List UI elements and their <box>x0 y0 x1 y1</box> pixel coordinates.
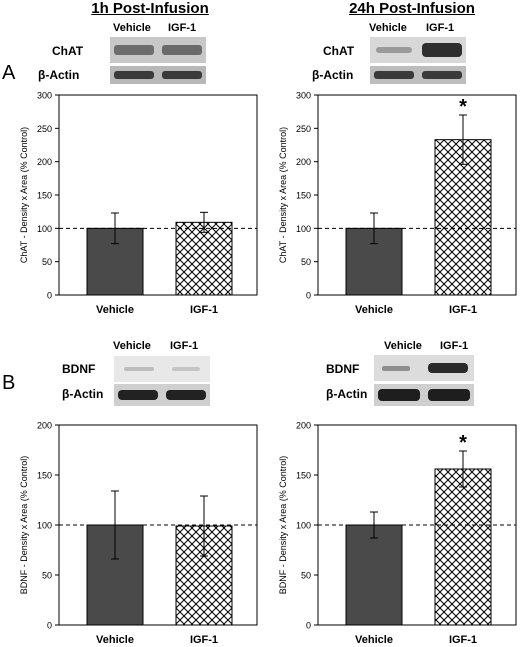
blot-b2-actin-image <box>374 384 474 406</box>
chart-b1-xlabel-vehicle: Vehicle <box>96 634 134 646</box>
chart-a1-ytick-label: 300 <box>37 91 52 101</box>
chart-b2-significance-marker: * <box>459 432 467 454</box>
panel-a-letter: A <box>2 62 16 84</box>
chart-a2-ytick-label: 100 <box>296 224 311 234</box>
chart-a2-ytick-label: 50 <box>301 257 311 267</box>
blot-b1-bdnf-label: BDNF <box>62 362 96 376</box>
blot-b2-igf1-label: IGF-1 <box>440 340 469 352</box>
right-column-title: 24h Post-Infusion <box>349 0 475 17</box>
chart-b1-ytick-label: 200 <box>37 421 52 431</box>
blot-a1-actin-label: β-Actin <box>38 68 80 82</box>
blot-a2-chat-label: ChAT <box>323 44 355 58</box>
chart-a1-bar-igf-1 <box>175 221 233 296</box>
blot-b2-actin-label: β-Actin <box>326 387 368 401</box>
blot-a1-chat-image <box>110 37 206 63</box>
panel-b-letter: B <box>2 372 16 394</box>
blot-b1-actin-image <box>114 384 210 406</box>
blot-a1-igf1-label: IGF-1 <box>168 22 197 34</box>
blot-b1-igf1-label: IGF-1 <box>170 340 199 352</box>
chart-a1-ylabel: ChAT - Density x Area (% Control) <box>19 127 29 263</box>
chart-b2-ytick-label: 0 <box>306 621 311 631</box>
chart-a2-significance-marker: * <box>459 96 467 118</box>
chart-b2-ylabel: BDNF - Density x Area (% Control) <box>278 456 288 595</box>
chart-a2-xlabel-igf-1: IGF-1 <box>449 304 477 316</box>
chart-b2-ytick-label: 100 <box>296 521 311 531</box>
chart-a1-ytick-label: 100 <box>37 224 52 234</box>
chart-b1-ylabel: BDNF - Density x Area (% Control) <box>19 456 29 595</box>
blot-b2-vehicle-label: Vehicle <box>384 340 422 352</box>
chart-b1-ytick-label: 150 <box>37 471 52 481</box>
chart-a2-ytick-label: 0 <box>306 291 311 301</box>
chart-a1-ytick-label: 250 <box>37 124 52 134</box>
blot-a1-chat-label: ChAT <box>52 44 84 58</box>
chart-a1-ytick-label: 150 <box>37 191 52 201</box>
blot-a2-actin-label: β-Actin <box>312 68 354 82</box>
blot-a2-chat-image <box>370 37 466 63</box>
chart-b2-ytick-label: 150 <box>296 471 311 481</box>
chart-b2-ytick-label: 200 <box>296 421 311 431</box>
left-column-title: 1h Post-Infusion <box>91 0 209 17</box>
chart-b2-xlabel-vehicle: Vehicle <box>355 634 393 646</box>
chart-a2-ylabel: ChAT - Density x Area (% Control) <box>278 127 288 263</box>
chart-b1-xlabel-igf-1: IGF-1 <box>190 634 218 646</box>
blot-a1-actin-image <box>110 66 206 84</box>
chart-b1-ytick-label: 100 <box>37 521 52 531</box>
chart-a2-ytick-label: 250 <box>296 124 311 134</box>
blot-b1-vehicle-label: Vehicle <box>113 340 151 352</box>
blot-b1-actin-label: β-Actin <box>62 387 104 401</box>
chart-b2-bar-igf-1 <box>434 468 492 626</box>
chart-a1-ytick-label: 50 <box>42 257 52 267</box>
chart-a1-ytick-label: 0 <box>47 291 52 301</box>
chart-b2-bar-vehicle <box>345 524 403 626</box>
chart-a2-ytick-label: 200 <box>296 157 311 167</box>
chart-b2-ytick-label: 50 <box>301 571 311 581</box>
blot-a1-vehicle-label: Vehicle <box>113 22 151 34</box>
chart-a1-xlabel-igf-1: IGF-1 <box>190 304 218 316</box>
chart-a1-xlabel-vehicle: Vehicle <box>96 304 134 316</box>
blot-a2-actin-image <box>370 66 466 84</box>
blot-b2-bdnf-image <box>374 355 474 381</box>
chart-a2-ytick-label: 300 <box>296 91 311 101</box>
chart-a2-ytick-label: 150 <box>296 191 311 201</box>
chart-a2-xlabel-vehicle: Vehicle <box>355 304 393 316</box>
blot-b1-bdnf-image <box>114 356 210 382</box>
chart-b1-ytick-label: 50 <box>42 571 52 581</box>
chart-b2-xlabel-igf-1: IGF-1 <box>449 634 477 646</box>
blot-b2-bdnf-label: BDNF <box>326 362 360 376</box>
chart-b1-ytick-label: 0 <box>47 621 52 631</box>
chart-a2-bar-igf-1 <box>434 139 492 296</box>
chart-a1-ytick-label: 200 <box>37 157 52 167</box>
blot-a2-igf1-label: IGF-1 <box>426 22 455 34</box>
blot-a2-vehicle-label: Vehicle <box>369 22 407 34</box>
